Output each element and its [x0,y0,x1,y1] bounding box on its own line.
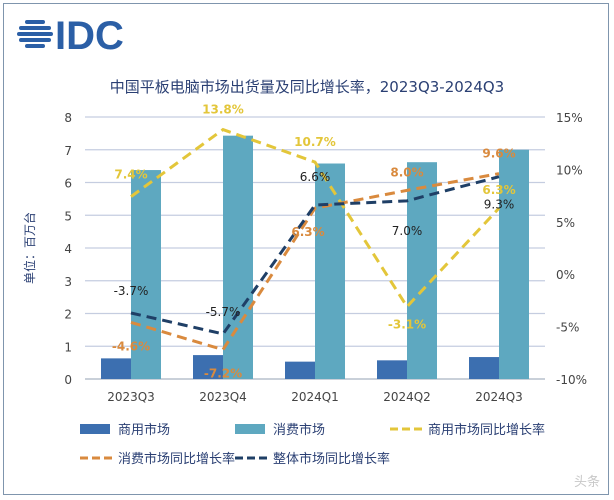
y2-tick-label: -10% [556,373,587,387]
legend-item: 商用市场同比增长率 [390,422,545,438]
y-tick-label: 5 [64,209,72,223]
data-label: -7.2% [204,367,242,381]
data-label: -5.7% [206,305,241,319]
x-tick-label: 2023Q4 [199,390,247,404]
idc-logo: IDC [17,14,124,58]
bar-commercial [193,355,223,379]
y-tick-label: 0 [64,373,72,387]
bar-consumer [131,170,161,379]
data-label: 10.7% [294,135,336,149]
x-tick-label: 2023Q3 [107,390,155,404]
data-label: 6.3% [291,225,324,239]
data-label: 6.3% [482,183,515,197]
x-tick-label: 2024Q1 [291,390,339,404]
data-label: 13.8% [202,103,244,117]
logo-globe-stripe [25,20,45,24]
bar-commercial [101,358,131,379]
data-label: -3.1% [388,318,426,332]
logo-globe-stripe [25,44,45,48]
logo-globe-stripe [19,26,51,30]
y-tick-label: 2 [64,308,72,322]
y-tick-label: 8 [64,111,72,125]
bar-consumer [315,163,345,379]
legend-label: 消费市场同比增长率 [118,451,235,467]
x-tick-label: 2024Q2 [383,390,431,404]
y2-tick-label: 5% [556,216,575,230]
legend-swatch [80,424,110,434]
legend-item: 整体市场同比增长率 [235,451,390,467]
data-label: 7.4% [114,168,147,182]
y-tick-label: 6 [64,177,72,191]
legend-item: 消费市场同比增长率 [80,451,235,467]
bar-commercial [469,357,499,379]
data-label: 7.0% [392,224,423,238]
data-label: 9.6% [482,147,515,161]
y-tick-label: 4 [64,242,72,256]
x-tick-label: 2024Q3 [475,390,523,404]
y-tick-label: 3 [64,275,72,289]
logo-text: IDC [55,14,124,58]
legend-item: 消费市场 [235,422,325,438]
y2-tick-label: -5% [556,321,579,335]
y-tick-label: 7 [64,144,72,158]
y2-tick-label: 15% [556,111,583,125]
y-tick-label: 1 [64,340,72,354]
bar-consumer [223,135,253,379]
bar-consumer [499,149,529,379]
data-label: 9.3% [484,198,515,212]
legend-label: 消费市场 [273,422,325,438]
legend-swatch [235,424,265,434]
bar-commercial [377,360,407,379]
legend-item: 商用市场 [80,422,170,438]
data-label: -4.6% [112,339,150,353]
y-axis-label: 单位：百万台 [22,212,37,284]
bar-commercial [285,361,315,379]
data-label: 6.6% [300,170,331,184]
legend-label: 商用市场同比增长率 [428,422,545,438]
watermark: 头条 [574,474,600,490]
data-label: -3.7% [114,284,149,298]
line-series-0 [130,127,501,310]
y2-tick-label: 10% [556,163,583,177]
line-series-2 [130,175,500,336]
y2-tick-label: 0% [556,268,575,282]
logo-globe-stripe [17,32,53,36]
legend-label: 整体市场同比增长率 [273,451,390,467]
chart-title: 中国平板电脑市场出货量及同比增长率，2023Q3-2024Q3 [110,78,504,96]
logo-globe-stripe [19,38,51,42]
legend-label: 商用市场 [118,422,170,438]
line-series-1 [130,172,500,352]
data-label: 8.0% [390,165,423,179]
